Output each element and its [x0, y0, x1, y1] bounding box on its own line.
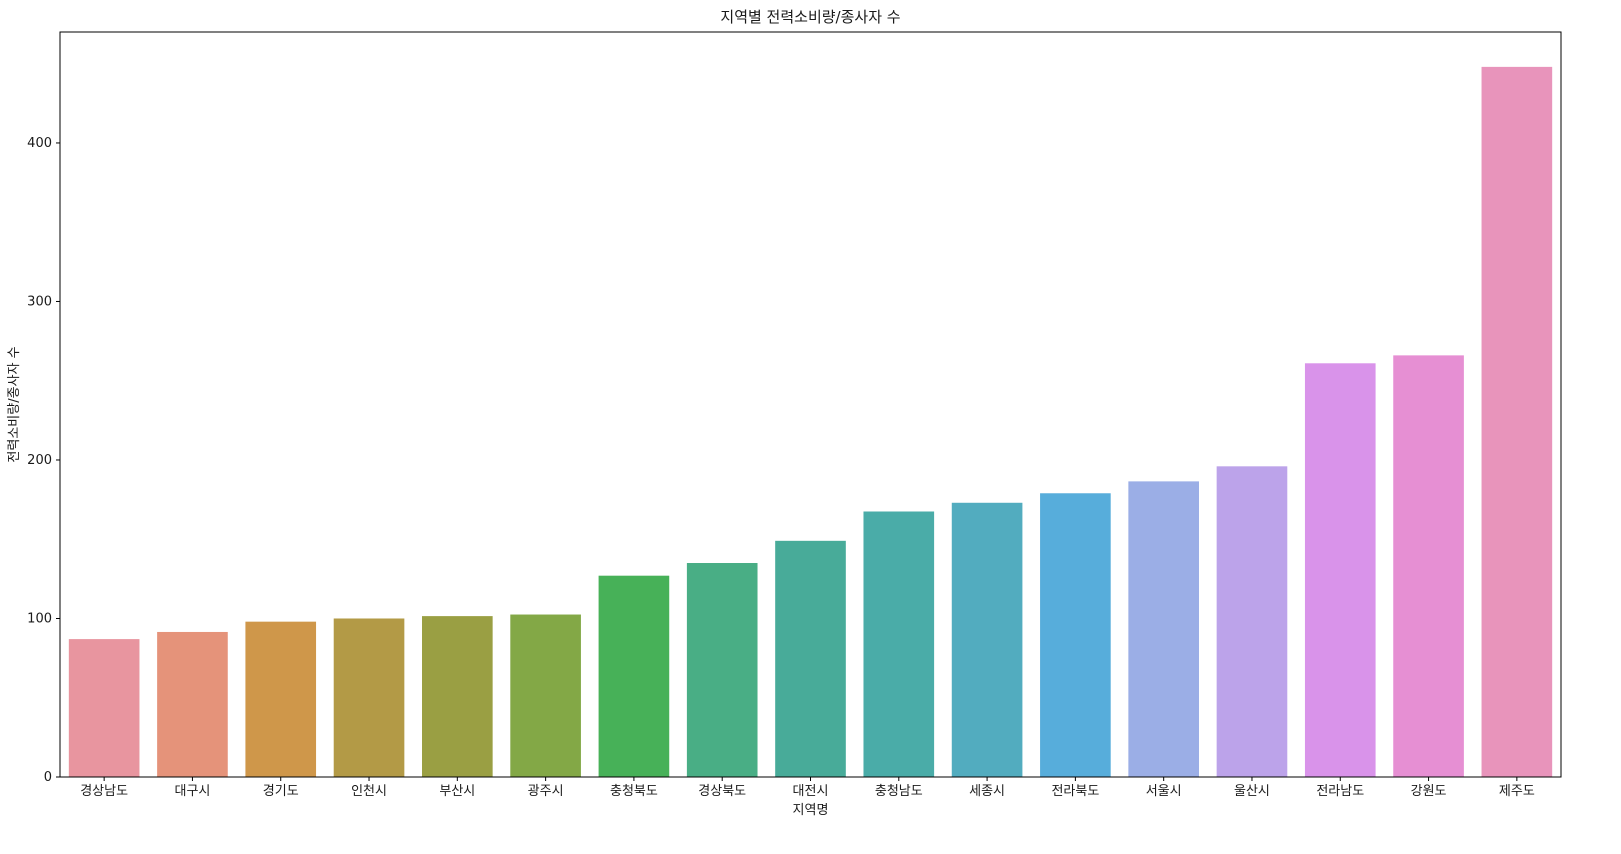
- chart-title: 지역별 전력소비량/종사자 수: [720, 8, 900, 26]
- x-tick-label: 대구시: [174, 784, 210, 799]
- bar-서울시: [1128, 481, 1199, 777]
- x-tick-label: 대전시: [793, 784, 829, 799]
- x-tick-label: 경상북도: [698, 784, 746, 799]
- x-tick-label: 전라남도: [1316, 784, 1364, 799]
- bar-충청북도: [598, 575, 670, 777]
- x-tick-label: 경상남도: [80, 784, 128, 799]
- x-tick-label: 전라북도: [1051, 784, 1099, 799]
- y-axis-title: 전력소비량/종사자 수: [7, 346, 22, 462]
- bar-인천시: [333, 618, 405, 777]
- y-axis-ticks: 0 100 200 300 400: [27, 136, 60, 785]
- bar-전라남도: [1304, 363, 1376, 777]
- bar-부산시: [422, 616, 493, 777]
- x-tick-label: 제주도: [1499, 784, 1535, 799]
- bar-광주시: [510, 614, 581, 777]
- y-tick-label: 400: [27, 136, 52, 151]
- y-tick-label: 300: [27, 294, 52, 309]
- y-tick-label: 0: [44, 770, 52, 785]
- bar-대전시: [775, 540, 846, 777]
- x-tick-label: 충청남도: [875, 784, 923, 799]
- x-tick-label: 세종시: [969, 784, 1005, 799]
- bar-전라북도: [1040, 493, 1111, 777]
- bar-경기도: [245, 621, 317, 777]
- x-tick-label: 서울시: [1146, 784, 1182, 799]
- x-axis-title: 지역명: [793, 803, 829, 818]
- bar-제주도: [1481, 66, 1553, 778]
- x-tick-label: 충청북도: [610, 784, 658, 799]
- y-tick-label: 200: [27, 453, 52, 468]
- y-tick-label: 100: [27, 611, 52, 626]
- bar-세종시: [951, 502, 1023, 777]
- bar-경상북도: [686, 563, 758, 777]
- x-tick-label: 강원도: [1411, 784, 1447, 799]
- x-tick-label: 인천시: [351, 784, 387, 799]
- bars-group: [68, 66, 1553, 778]
- x-tick-label: 경기도: [263, 784, 299, 799]
- x-tick-label: 부산시: [439, 784, 475, 799]
- x-tick-label: 광주시: [528, 784, 564, 799]
- bar-대구시: [157, 631, 228, 777]
- x-axis-ticks: 경상남도 대구시 경기도 인천시 부산시 광주시 충청북도 경상북도 대전시 충청남도 세종시 전라북…: [80, 777, 1535, 799]
- x-tick-label: 울산시: [1234, 784, 1270, 799]
- bar-충청남도: [863, 511, 935, 777]
- bar-울산시: [1216, 466, 1288, 777]
- bar-강원도: [1393, 355, 1464, 777]
- bar-경상남도: [68, 639, 140, 777]
